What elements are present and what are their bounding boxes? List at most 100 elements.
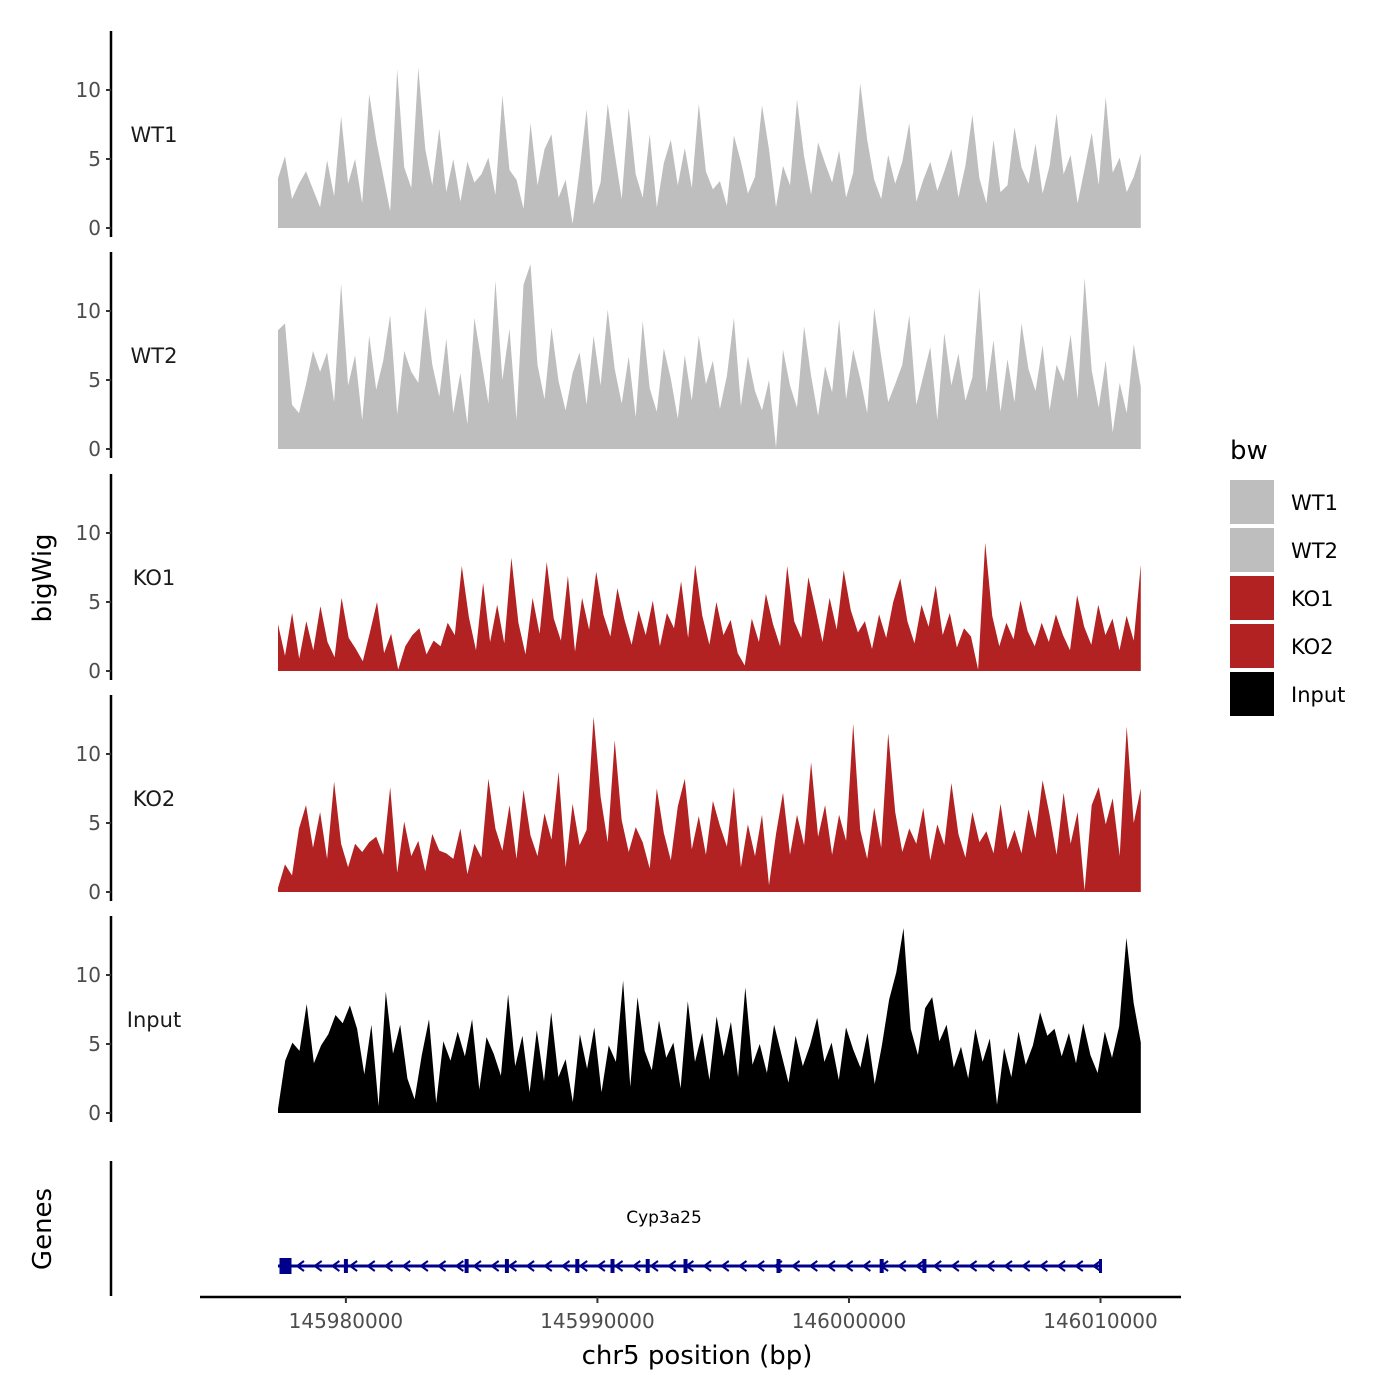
coverage-area-ko1 [278, 542, 1141, 671]
x-tick-label: 146010000 [1043, 1309, 1158, 1333]
strand-arrow [543, 1260, 553, 1272]
track-panels: 0 5 10 WT1 0 5 10 WT2 0 5 10 KO1 0 5 10 KO2 0 5 10 Input [76, 31, 1141, 1125]
strand-arrow [1074, 1260, 1084, 1272]
track-label: WT2 [131, 344, 178, 368]
track-wt1: 0 5 10 WT1 [76, 31, 1141, 240]
strand-arrow [419, 1260, 429, 1272]
strand-arrow [649, 1260, 659, 1272]
x-axis: 145980000 145990000 146000000 146010000 [200, 1295, 1181, 1333]
gene-track-title: Genes [28, 1188, 58, 1270]
y-tick-label: 0 [88, 216, 101, 240]
strand-arrow [1020, 1260, 1031, 1272]
strand-arrow [348, 1260, 358, 1272]
strand-arrow [525, 1260, 535, 1272]
legend-swatch-ko2 [1230, 624, 1274, 668]
y-tick-label: 10 [76, 299, 101, 323]
x-tick-label: 145990000 [540, 1309, 655, 1333]
strand-arrow [1091, 1260, 1102, 1272]
y-axis-title: bigWig [28, 533, 58, 622]
strand-arrow [666, 1260, 677, 1272]
y-tick-label: 5 [88, 590, 101, 614]
gene-exon [683, 1259, 688, 1273]
strand-arrow [401, 1260, 411, 1272]
legend-label-ko1: KO1 [1291, 587, 1334, 611]
coverage-area-input [278, 928, 1141, 1113]
strand-arrow [383, 1260, 394, 1272]
strand-arrow [436, 1260, 447, 1272]
strand-arrow [489, 1260, 500, 1272]
strand-arrow [826, 1260, 836, 1272]
y-tick-label: 0 [88, 1101, 101, 1125]
gene-exon [464, 1259, 469, 1273]
strand-arrow [790, 1260, 801, 1272]
strand-arrow [596, 1260, 606, 1272]
legend-label-wt1: WT1 [1291, 491, 1338, 515]
legend-label-input: Input [1291, 683, 1345, 707]
y-tick-label: 0 [88, 659, 101, 683]
strand-arrow [967, 1260, 978, 1272]
strand-arrow [1056, 1260, 1066, 1272]
y-tick-label: 10 [76, 521, 101, 545]
strand-arrow [702, 1260, 712, 1272]
strand-arrow [985, 1260, 995, 1272]
strand-arrow [454, 1260, 464, 1272]
track-label: WT1 [131, 123, 178, 147]
gene-exon [922, 1259, 927, 1273]
track-label: Input [127, 1008, 181, 1032]
y-tick-label: 0 [88, 437, 101, 461]
strand-arrow [330, 1260, 340, 1272]
strand-arrow [720, 1260, 730, 1272]
gene-track: Cyp3a25 [109, 1161, 1103, 1296]
legend-label-wt2: WT2 [1291, 539, 1338, 563]
track-input: 0 5 10 Input [76, 916, 1141, 1125]
gene-exon [279, 1258, 292, 1274]
strand-arrow [366, 1260, 376, 1272]
strand-arrow [472, 1260, 482, 1272]
track-label: KO2 [133, 787, 176, 811]
strand-arrow [1038, 1260, 1048, 1272]
track-wt2: 0 5 10 WT2 [76, 252, 1141, 461]
gene-exon [343, 1259, 348, 1273]
strand-arrow [755, 1260, 765, 1272]
strand-arrow [861, 1260, 871, 1272]
legend-title: bw [1230, 436, 1268, 466]
legend-label-ko2: KO2 [1291, 635, 1334, 659]
y-tick-label: 10 [76, 963, 101, 987]
strand-arrow [578, 1260, 588, 1272]
strand-arrow [613, 1260, 624, 1272]
legend-swatch-ko1 [1230, 576, 1274, 620]
x-tick-label: 145980000 [289, 1309, 404, 1333]
strand-arrow [560, 1260, 571, 1272]
track-label: KO1 [133, 566, 176, 590]
y-tick-label: 10 [76, 78, 101, 102]
strand-arrow [737, 1260, 748, 1272]
gene-exon [879, 1259, 884, 1273]
gene-exon [575, 1259, 580, 1273]
y-tick-label: 5 [88, 147, 101, 171]
strand-arrow [843, 1260, 854, 1272]
track-ko2: 0 5 10 KO2 [76, 695, 1141, 904]
coverage-area-wt1 [278, 67, 1141, 229]
strand-arrow [1003, 1260, 1013, 1272]
strand-arrow [507, 1260, 517, 1272]
x-tick-label: 146000000 [792, 1309, 907, 1333]
gene-exon [776, 1259, 781, 1273]
y-tick-label: 5 [88, 811, 101, 835]
gene-exon [610, 1259, 615, 1273]
strand-arrow [808, 1260, 818, 1272]
y-tick-label: 5 [88, 368, 101, 392]
strand-arrow [312, 1260, 323, 1272]
y-tick-label: 10 [76, 742, 101, 766]
strand-arrow [295, 1260, 305, 1272]
gene-exon [504, 1259, 509, 1273]
legend-swatch-wt1 [1230, 480, 1274, 524]
gene-label: Cyp3a25 [626, 1208, 702, 1228]
track-ko1: 0 5 10 KO1 [76, 474, 1141, 683]
legend: bw WT1 WT2 KO1 KO2 Input [1230, 436, 1345, 716]
coverage-area-wt2 [278, 264, 1141, 449]
strand-arrow [914, 1260, 925, 1272]
coverage-area-ko2 [278, 716, 1141, 892]
legend-swatch-wt2 [1230, 528, 1274, 572]
